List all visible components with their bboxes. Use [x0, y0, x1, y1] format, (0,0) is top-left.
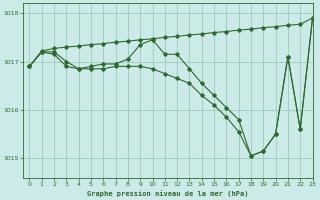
X-axis label: Graphe pression niveau de la mer (hPa): Graphe pression niveau de la mer (hPa) — [87, 190, 249, 197]
